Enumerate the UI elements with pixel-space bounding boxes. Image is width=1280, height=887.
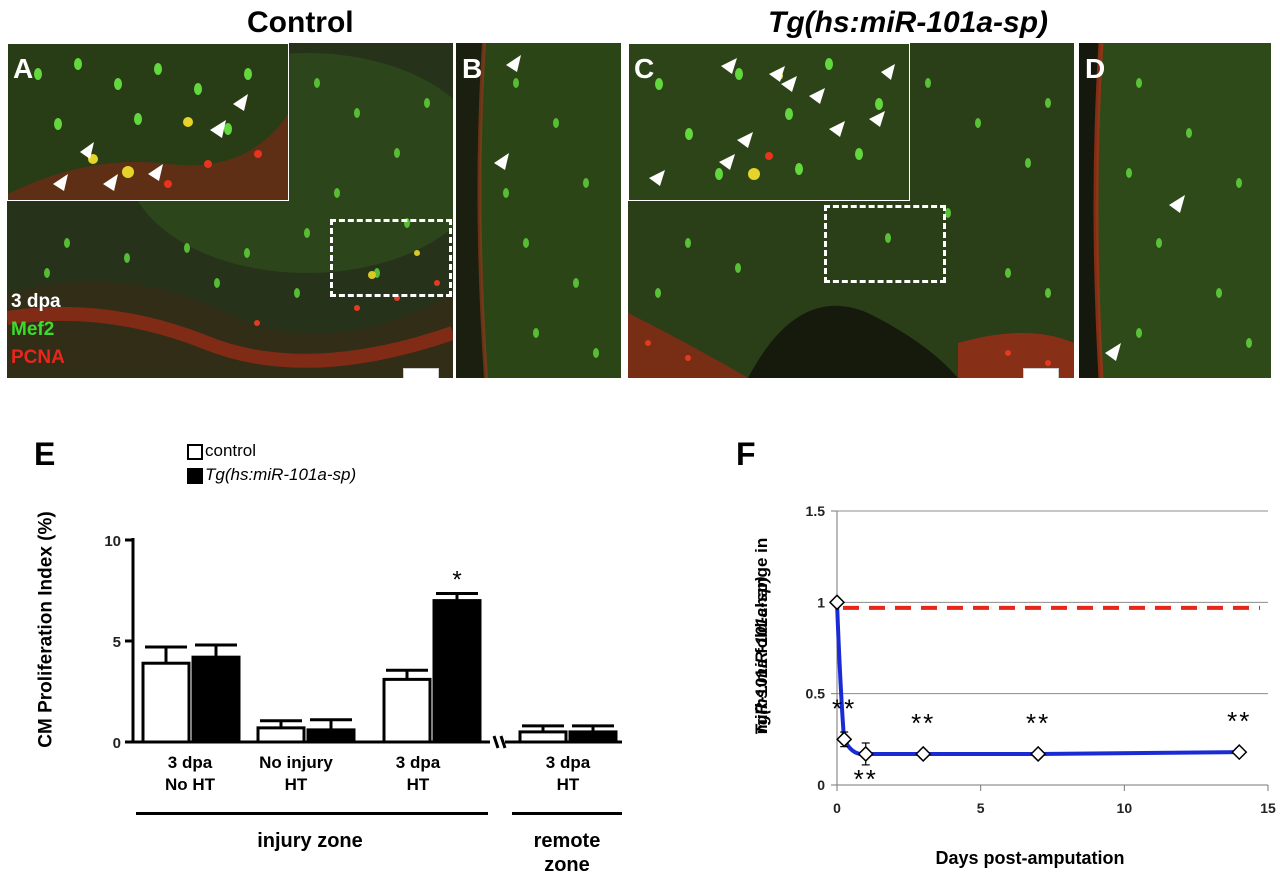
roi-box-panel-c	[824, 205, 946, 283]
group-label-remote-text: remote zone	[533, 830, 601, 876]
cat-label-3-line2: HT	[406, 775, 430, 794]
bar	[432, 599, 482, 744]
legend-item-transgenic: Tg(hs:miR-101a-sp)	[187, 465, 427, 487]
x-tick-label: 10	[1117, 800, 1133, 816]
cat-label-1-line1: 3 dpa	[167, 753, 213, 772]
inset-panel-a	[7, 43, 289, 201]
panel-label-d: D	[1085, 53, 1106, 84]
data-point-marker	[836, 731, 853, 748]
cat-label-2-line1: No injury	[259, 753, 333, 772]
cat-label-2: No injury HT	[246, 752, 346, 796]
group-label-injury: injury zone	[257, 830, 363, 852]
data-point-marker	[828, 594, 846, 611]
cat-label-4: 3 dpa HT	[518, 752, 618, 796]
scale-bar-a	[403, 368, 439, 378]
micrograph-panel-a: A 3 dpa Mef2 PCNA	[7, 43, 453, 378]
micrograph-panel-d: D	[1079, 43, 1271, 378]
bar	[382, 677, 432, 744]
panel-label-c: C	[634, 53, 655, 84]
data-point-marker	[1231, 744, 1248, 761]
y-tick-label: 0.5	[806, 686, 826, 702]
bar	[191, 655, 241, 744]
legend-label-transgenic: Tg(hs:miR-101a-sp)	[205, 465, 357, 484]
legend-swatch-control	[187, 444, 203, 460]
xlabel-f: Days post-amputation	[935, 848, 1125, 868]
inset-panel-c	[628, 43, 910, 201]
bar	[306, 728, 356, 744]
significance-mark: **	[832, 693, 856, 723]
y-tick-label: 0	[817, 777, 825, 793]
cat-label-3-line1: 3 dpa	[395, 753, 441, 772]
cat-label-1: 3 dpa No HT	[140, 752, 240, 796]
cat-label-4-line1: 3 dpa	[545, 753, 591, 772]
heading-transgenic: Tg(hs:miR-101a-sp)	[768, 6, 1049, 39]
micrograph-panel-c: C	[628, 43, 1074, 378]
legend-swatch-transgenic	[187, 468, 203, 484]
panel-label-b: B	[462, 53, 483, 84]
bar	[518, 730, 568, 744]
cat-label-4-line2: HT	[556, 775, 580, 794]
x-tick-label: 5	[977, 800, 985, 816]
y-tick-label: 1.5	[806, 503, 826, 519]
bar	[568, 730, 618, 744]
line-chart-f: 0 0.5 1 1.5 0 5 10 15 ** ** ** ** **	[806, 503, 1276, 816]
x-tick-label: 15	[1260, 800, 1276, 816]
legend-label-control: control	[205, 441, 257, 460]
axis-break-mark	[499, 735, 507, 749]
ylabel-f-line2: Tg(hs:miR-101a-sp)	[752, 576, 771, 736]
bar	[141, 661, 191, 744]
panel-label-f: F	[736, 436, 756, 472]
significance-mark: **	[1026, 708, 1050, 738]
significance-star: *	[452, 567, 461, 594]
data-point-marker	[915, 745, 932, 763]
roi-box-panel-a	[330, 219, 452, 297]
panel-label-e: E	[34, 436, 56, 472]
cat-label-2-line2: HT	[284, 775, 308, 794]
significance-mark: **	[854, 764, 878, 794]
y-tick-label: 1	[817, 594, 825, 610]
stain-pcna-label: PCNA	[11, 347, 65, 368]
heading-control: Control	[247, 6, 354, 39]
scale-bar-c	[1023, 368, 1059, 378]
panel-label-a: A	[13, 53, 34, 84]
x-tick-label: 0	[833, 800, 841, 816]
y-tick-label: 0	[113, 735, 121, 752]
legend-item-control: control	[187, 441, 407, 463]
stain-mef2-label: Mef2	[11, 319, 55, 340]
y-tick-label: 5	[113, 634, 121, 651]
cat-label-3: 3 dpa HT	[368, 752, 468, 796]
significance-mark: **	[911, 708, 935, 738]
cat-label-1-line2: No HT	[164, 775, 216, 794]
micrograph-panel-b: B	[456, 43, 621, 378]
bar	[256, 726, 306, 744]
ylabel-e-text: CM Proliferation Index (%)	[35, 511, 57, 748]
axis-break-mark	[492, 735, 500, 749]
group-line-injury	[136, 812, 488, 815]
bar-chart-e: 0 5 10 *	[104, 533, 622, 752]
data-point-marker	[1030, 745, 1047, 763]
group-line-remote	[512, 812, 622, 815]
stain-time-label: 3 dpa	[11, 291, 61, 312]
group-label-remote: remote zone	[512, 829, 622, 877]
significance-mark: **	[1227, 706, 1251, 736]
y-tick-label: 10	[104, 533, 121, 550]
data-point-marker	[857, 745, 874, 763]
